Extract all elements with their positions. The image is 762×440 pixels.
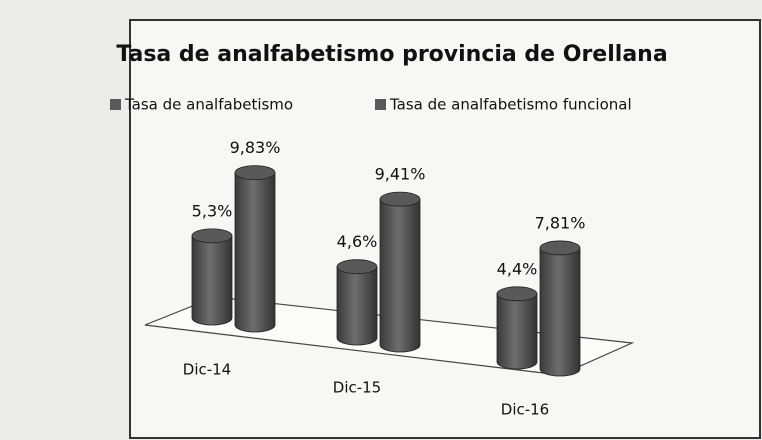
legend-label: Tasa de analfabetismo funcional	[389, 96, 632, 114]
legend-label: Tasa de analfabetismo	[124, 96, 293, 114]
x-tick-label: Dic-16	[501, 401, 549, 419]
cylinder-top	[336, 259, 378, 275]
cylinder-top	[539, 240, 581, 256]
data-label: 4,4%	[497, 259, 538, 278]
bar	[379, 191, 421, 353]
cylinder-body	[539, 247, 581, 377]
x-tick-label: Dic-15	[333, 379, 381, 397]
cylinder-body	[496, 293, 538, 370]
cylinder-top	[191, 228, 233, 244]
cylinder-body	[379, 198, 421, 353]
legend-swatch	[375, 99, 386, 110]
bar	[191, 228, 233, 326]
cylinder-top	[379, 191, 421, 207]
bar	[336, 259, 378, 346]
legend-swatch	[110, 99, 121, 110]
data-label: 9,83%	[230, 138, 281, 157]
data-label: 4,6%	[337, 232, 378, 251]
cylinder-body	[336, 266, 378, 346]
x-tick-label: Dic-14	[183, 361, 231, 379]
cylinder-top	[234, 165, 276, 181]
bar	[234, 165, 276, 333]
data-label: 7,81%	[535, 213, 586, 232]
data-label: 5,3%	[192, 201, 233, 220]
cylinder-body	[191, 235, 233, 326]
bar	[496, 286, 538, 370]
data-label: 9,41%	[375, 165, 426, 184]
cylinder-body	[234, 172, 276, 333]
cylinder-top	[496, 286, 538, 302]
chart-title: Tasa de analfabetismo provincia de Orell…	[116, 42, 667, 67]
bar	[539, 240, 581, 377]
